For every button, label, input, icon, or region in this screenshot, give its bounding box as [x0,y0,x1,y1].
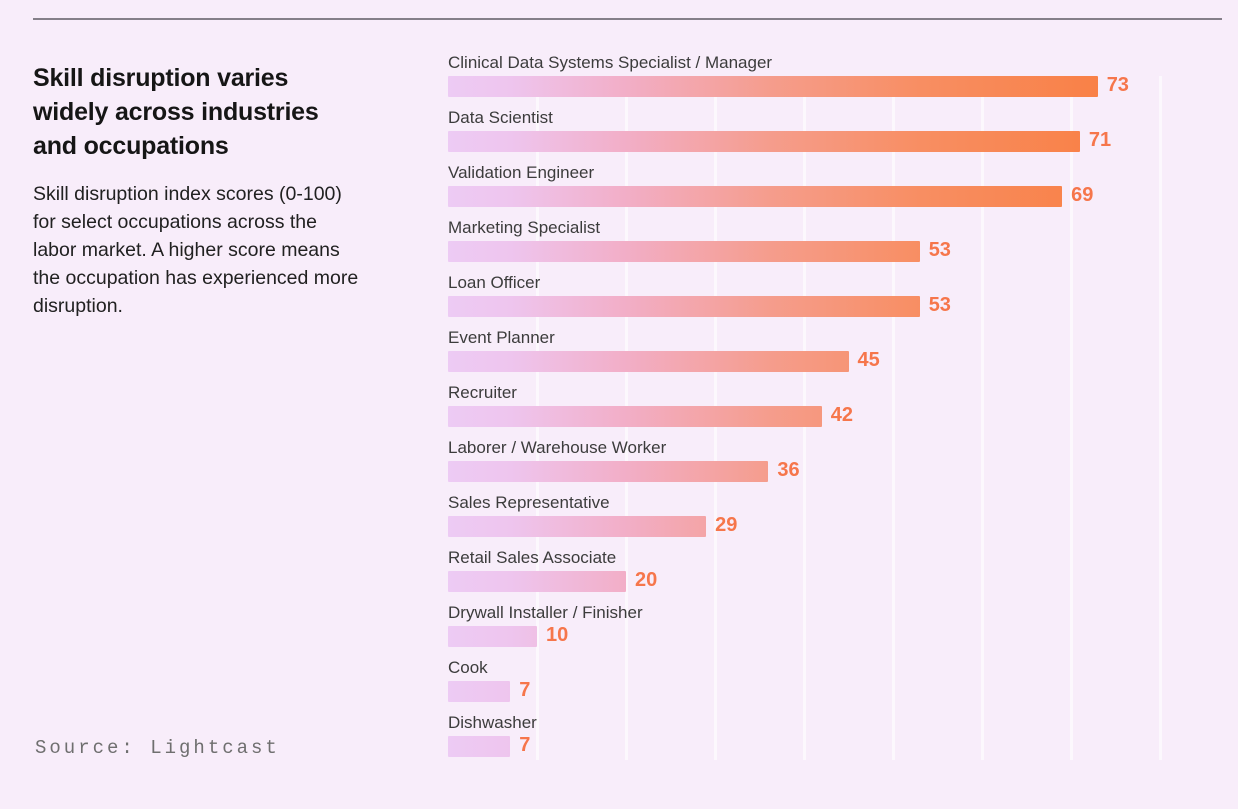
bar-category-label: Loan Officer [448,273,541,292]
bar-fill [448,626,537,647]
bar-track: 7 [448,734,1238,757]
bar [448,131,1080,152]
bar-row: Sales Representative 29 [448,493,1238,537]
bar-category-label: Marketing Specialist [448,218,601,237]
bar-track: 69 [448,184,1238,207]
bar [448,406,822,427]
bar-value-label: 73 [1106,74,1129,96]
bar-fill [448,571,626,592]
bar-value-label: 69 [1071,184,1094,206]
bar-fill [448,681,511,702]
bar-category-label: Laborer / Warehouse Worker [448,438,667,457]
bar-row: Marketing Specialist 53 [448,218,1238,262]
bar-track: 29 [448,514,1238,537]
bar-rows: Clinical Data Systems Specialist / Manag… [448,53,1238,757]
bar-category-label: Retail Sales Associate [448,548,617,567]
bar-category-label: Sales Representative [448,493,610,512]
bar-track: 20 [448,569,1238,592]
bar [448,681,511,702]
bar [448,736,511,757]
chart-title: Skill disruption varies widely across in… [33,63,319,160]
bar-row: Recruiter 42 [448,383,1238,427]
bar-fill [448,186,1063,207]
bar [448,626,537,647]
bar-value-label: 45 [857,349,880,371]
bar-row: Data Scientist 71 [448,108,1238,152]
bar-category-label: Drywall Installer / Finisher [448,603,643,622]
bar-fill [448,351,849,372]
bar-fill [448,76,1098,97]
source-credit: Source: Lightcast [35,737,280,759]
bar-value-label: 71 [1088,129,1112,151]
bar-fill [448,461,769,482]
bar-fill [448,516,707,537]
bar-row: Event Planner 45 [448,328,1238,372]
chart-subtitle: Skill disruption index scores (0-100) fo… [33,182,359,317]
bar [448,186,1063,207]
bar [448,76,1098,97]
bar-category-label: Cook [448,658,488,677]
bar-row: Laborer / Warehouse Worker 36 [448,438,1238,482]
bar-row: Clinical Data Systems Specialist / Manag… [448,53,1238,97]
bar-track: 10 [448,624,1238,647]
bar-value-label: 7 [519,734,531,756]
bar [448,241,920,262]
bar-fill [448,241,920,262]
bar-row: Cook 7 [448,658,1238,702]
bar-track: 71 [448,129,1238,152]
bar-value-label: 36 [777,459,800,481]
bar [448,516,707,537]
bar-track: 53 [448,294,1238,317]
bar [448,351,849,372]
bar-category-label: Data Scientist [448,108,553,127]
bar [448,461,769,482]
bar [448,296,920,317]
bar-row: Retail Sales Associate 20 [448,548,1238,592]
bar-value-label: 53 [928,294,951,316]
bar-track: 73 [448,74,1238,97]
bar-chart: Clinical Data Systems Specialist / Manag… [448,53,1238,769]
top-divider [33,18,1222,20]
bar-category-label: Event Planner [448,328,555,347]
bar-row: Validation Engineer 69 [448,163,1238,207]
bar-fill [448,406,822,427]
bar [448,571,626,592]
bar-category-label: Clinical Data Systems Specialist / Manag… [448,53,773,72]
bar-track: 7 [448,679,1238,702]
bar-row: Dishwasher 7 [448,713,1238,757]
bar-track: 36 [448,459,1238,482]
bar-category-label: Dishwasher [448,713,537,732]
bar-value-label: 42 [830,404,854,426]
bar-fill [448,736,511,757]
bar-row: Loan Officer 53 [448,273,1238,317]
bar-value-label: 53 [928,239,951,261]
bar-fill [448,296,920,317]
bar-value-label: 7 [519,679,531,701]
bar-category-label: Validation Engineer [448,163,595,182]
bar-fill [448,131,1080,152]
bar-category-label: Recruiter [448,383,517,402]
bar-track: 53 [448,239,1238,262]
bar-value-label: 10 [546,624,569,646]
bar-value-label: 20 [635,569,658,591]
bar-track: 42 [448,404,1238,427]
bar-row: Drywall Installer / Finisher 10 [448,603,1238,647]
bar-value-label: 29 [715,514,738,536]
bar-track: 45 [448,349,1238,372]
